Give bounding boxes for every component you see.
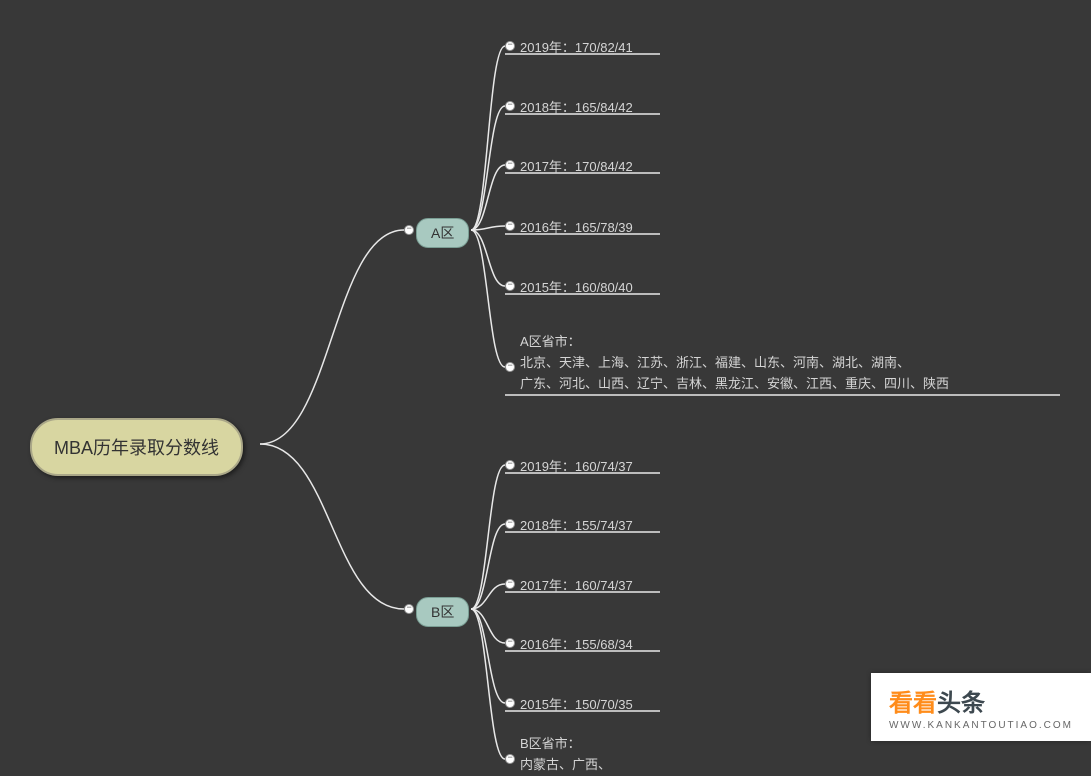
collapse-icon[interactable]	[505, 579, 515, 589]
collapse-icon[interactable]	[505, 160, 515, 170]
leaf-item: 2018年：165/84/42	[520, 97, 633, 116]
collapse-icon[interactable]	[505, 460, 515, 470]
collapse-icon[interactable]	[505, 221, 515, 231]
root-label: MBA历年录取分数线	[54, 438, 219, 458]
branch-node-A区[interactable]: A区	[416, 218, 469, 248]
watermark-url: WWW.KANKANTOUTIAO.COM	[889, 720, 1073, 731]
leaf-item: 2016年：155/68/34	[520, 634, 633, 653]
root-node[interactable]: MBA历年录取分数线	[30, 418, 243, 476]
watermark-brand-2: 头条	[937, 690, 985, 717]
branch-node-B区[interactable]: B区	[416, 597, 469, 627]
collapse-icon[interactable]	[505, 519, 515, 529]
leaf-item: 2015年：150/70/35	[520, 694, 633, 713]
watermark: 看看头条 WWW.KANKANTOUTIAO.COM	[871, 673, 1091, 741]
collapse-icon[interactable]	[404, 225, 414, 235]
collapse-icon[interactable]	[505, 101, 515, 111]
leaf-item: 2017年：170/84/42	[520, 156, 633, 175]
leaf-item: 2017年：160/74/37	[520, 575, 633, 594]
collapse-icon[interactable]	[505, 362, 515, 372]
leaf-item: 2016年：165/78/39	[520, 217, 633, 236]
collapse-icon[interactable]	[404, 604, 414, 614]
leaf-multi: B区省市：内蒙古、广西、	[520, 734, 611, 776]
collapse-icon[interactable]	[505, 41, 515, 51]
collapse-icon[interactable]	[505, 638, 515, 648]
collapse-icon[interactable]	[505, 281, 515, 291]
leaf-item: 2019年：160/74/37	[520, 456, 633, 475]
collapse-icon[interactable]	[505, 754, 515, 764]
watermark-brand-1: 看看	[889, 690, 937, 717]
leaf-multi: A区省市：北京、天津、上海、江苏、浙江、福建、山东、河南、湖北、湖南、广东、河北…	[520, 332, 949, 394]
leaf-item: 2019年：170/82/41	[520, 37, 633, 56]
leaf-item: 2015年：160/80/40	[520, 277, 633, 296]
collapse-icon[interactable]	[505, 698, 515, 708]
leaf-item: 2018年：155/74/37	[520, 515, 633, 534]
